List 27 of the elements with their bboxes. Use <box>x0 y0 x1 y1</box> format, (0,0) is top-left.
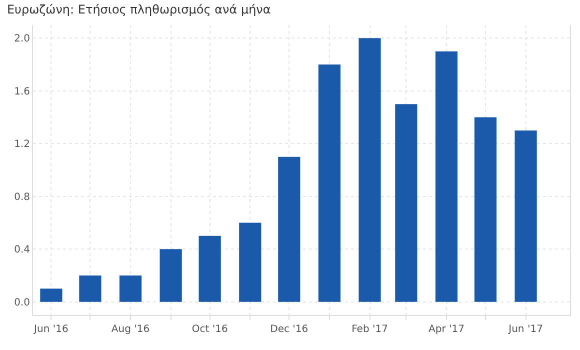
bar <box>358 38 381 302</box>
bar <box>278 156 300 302</box>
bar <box>119 275 142 302</box>
y-tick-label: 2.0 <box>14 34 30 45</box>
x-tick-label: Jun '17 <box>508 324 543 335</box>
bar <box>435 51 458 302</box>
bar <box>160 249 182 302</box>
y-tick-label: 0.4 <box>14 244 30 256</box>
x-tick-label: Apr '17 <box>428 324 464 335</box>
bar <box>79 275 102 302</box>
bar <box>40 288 62 302</box>
bar <box>395 104 418 302</box>
y-tick-label: 1.6 <box>14 86 30 98</box>
bar <box>514 130 537 302</box>
x-tick-label: Dec '16 <box>270 324 308 335</box>
y-tick-label: 0.8 <box>14 192 30 203</box>
bar <box>318 64 341 302</box>
x-tick-label: Oct '16 <box>192 324 228 335</box>
bar <box>239 222 262 302</box>
x-tick-label: Jun '16 <box>33 324 68 335</box>
x-tick-label: Feb '17 <box>352 324 388 335</box>
y-tick-label: 1.2 <box>14 139 30 150</box>
bar <box>474 117 497 302</box>
bar <box>198 236 221 302</box>
x-tick-label: Aug '16 <box>111 324 150 335</box>
chart-title: Ευρωζώνη: Ετήσιος πληθωρισμός ανά μήνα <box>6 2 271 17</box>
y-tick-label: 0.0 <box>14 297 30 308</box>
